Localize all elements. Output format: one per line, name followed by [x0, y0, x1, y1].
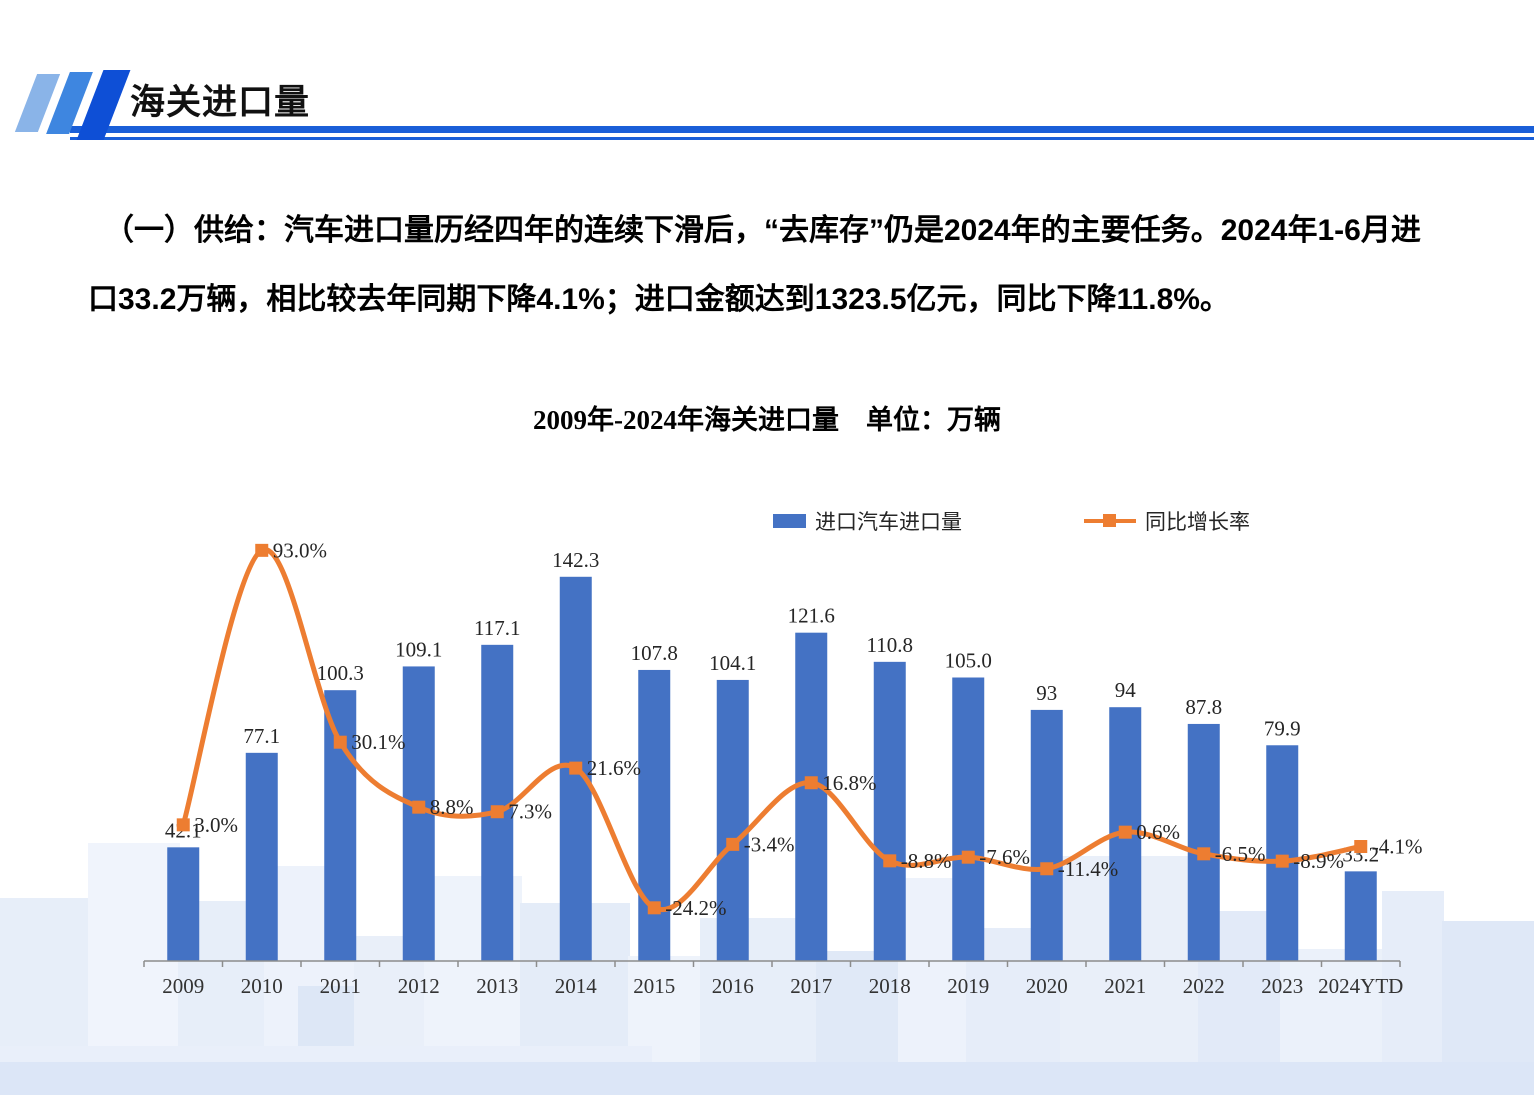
bar-2018 — [873, 661, 906, 961]
line-label-2022: -6.5% — [1215, 842, 1266, 866]
x-axis-label-2021: 2021 — [1104, 974, 1146, 998]
bar-label-2018: 110.8 — [867, 633, 913, 657]
bar-label-2013: 117.1 — [474, 616, 520, 640]
line-marker-2017 — [804, 776, 818, 790]
x-axis-label-2012: 2012 — [398, 974, 440, 998]
page-title-secondary: 进口量 — [202, 83, 311, 122]
bar-2009 — [167, 847, 200, 961]
bar-2022 — [1187, 723, 1220, 961]
x-axis-label-2017: 2017 — [790, 974, 832, 998]
bar-label-2010: 77.1 — [243, 724, 280, 748]
bar-2017 — [795, 632, 828, 961]
line-marker-2013 — [490, 805, 504, 819]
legend-item-line: 同比增长率 — [1084, 506, 1250, 536]
page-title-primary: 海关 — [130, 83, 203, 122]
x-axis-label-2020: 2020 — [1026, 974, 1068, 998]
line-label-2018: -8.8% — [901, 849, 952, 873]
line-marker-2010 — [255, 543, 269, 557]
line-label-2017: 16.8% — [822, 771, 876, 795]
x-axis-label-2011: 2011 — [320, 974, 361, 998]
line-label-2011: 30.1% — [351, 730, 405, 754]
bar-label-2015: 107.8 — [631, 641, 678, 665]
line-marker-2019 — [961, 850, 975, 864]
line-label-2016: -3.4% — [744, 832, 795, 856]
line-marker-2009 — [176, 818, 190, 832]
bar-label-2011: 100.3 — [317, 661, 364, 685]
line-label-2010: 93.0% — [273, 538, 327, 562]
bar-2016 — [716, 679, 749, 961]
intro-line-2: 口33.2万辆，相比较去年同期下降4.1%；进口金额达到1323.5亿元，同比下… — [88, 283, 1230, 316]
line-series-label: 同比增长率 — [1145, 511, 1250, 534]
intro-paragraph: （一）供给：汽车进口量历经四年的连续下滑后，“去库存”仍是2024年的主要任务。… — [88, 196, 1518, 334]
bar-label-2012: 109.1 — [395, 637, 442, 661]
bar-label-2019: 105.0 — [945, 649, 992, 673]
bar-label-2022: 87.8 — [1185, 695, 1222, 719]
header-rule-thick — [70, 126, 1534, 133]
x-axis-label-2015: 2015 — [633, 974, 675, 998]
line-marker-2011 — [333, 735, 347, 749]
x-axis-label-2019: 2019 — [947, 974, 989, 998]
x-axis-label-2023: 2023 — [1261, 974, 1303, 998]
bar-label-2021: 94 — [1115, 678, 1137, 702]
bar-label-2014: 142.3 — [552, 548, 599, 572]
legend-item-bars: 进口汽车进口量 — [773, 506, 962, 536]
bar-series-swatch — [773, 514, 806, 528]
line-label-2014: 21.6% — [587, 756, 641, 780]
bar-2019 — [952, 677, 985, 961]
slide-logo-icon — [8, 66, 131, 144]
bar-series-label: 进口汽车进口量 — [815, 511, 962, 534]
bar-2024YTD — [1344, 871, 1377, 961]
bar-2023 — [1266, 745, 1299, 961]
bar-label-2016: 104.1 — [709, 651, 756, 675]
x-axis-label-2010: 2010 — [241, 974, 283, 998]
x-axis-label-2009: 2009 — [162, 974, 204, 998]
line-label-2012: 8.8% — [430, 795, 474, 819]
line-label-2015: -24.2% — [665, 896, 726, 920]
intro-line-1: （一）供给：汽车进口量历经四年的连续下滑后，“去库存”仍是2024年的主要任务。… — [104, 214, 1421, 247]
line-marker-2023 — [1275, 854, 1289, 868]
line-label-2021: 0.6% — [1136, 820, 1180, 844]
line-marker-2022 — [1197, 847, 1211, 861]
line-series-swatch — [1084, 514, 1136, 528]
bar-2010 — [245, 752, 278, 961]
line-marker-2020 — [1040, 862, 1054, 876]
x-axis-label-2013: 2013 — [476, 974, 518, 998]
x-axis-label-2016: 2016 — [712, 974, 754, 998]
x-axis-label-2022: 2022 — [1183, 974, 1225, 998]
x-axis-label-2024YTD: 2024YTD — [1318, 974, 1403, 998]
header-rule-thin — [70, 137, 1534, 140]
bar-2020 — [1030, 709, 1063, 961]
line-marker-2024YTD — [1354, 840, 1368, 854]
line-label-2009: 3.0% — [194, 813, 238, 837]
line-label-2020: -11.4% — [1058, 857, 1118, 881]
chart-title: 2009年-2024年海关进口量 单位：万辆 — [533, 405, 1001, 435]
x-axis-label-2014: 2014 — [555, 974, 598, 998]
bar-label-2023: 79.9 — [1264, 716, 1301, 740]
line-label-2024YTD: -4.1% — [1372, 835, 1423, 859]
line-marker-2015 — [647, 901, 661, 915]
line-marker-2021 — [1118, 825, 1132, 839]
bar-2011 — [324, 690, 357, 961]
bar-label-2017: 121.6 — [788, 604, 835, 628]
bar-2013 — [481, 644, 514, 961]
line-marker-2014 — [569, 761, 583, 775]
line-label-2013: 7.3% — [508, 800, 552, 824]
x-axis-label-2018: 2018 — [869, 974, 911, 998]
line-marker-2016 — [726, 837, 740, 851]
line-marker-2012 — [412, 800, 426, 814]
line-label-2019: -7.6% — [979, 845, 1030, 869]
line-marker-2018 — [883, 854, 897, 868]
line-label-2023: -8.9% — [1293, 849, 1344, 873]
page-title: 海关进口量 — [130, 74, 310, 125]
bar-label-2020: 93 — [1036, 681, 1057, 705]
